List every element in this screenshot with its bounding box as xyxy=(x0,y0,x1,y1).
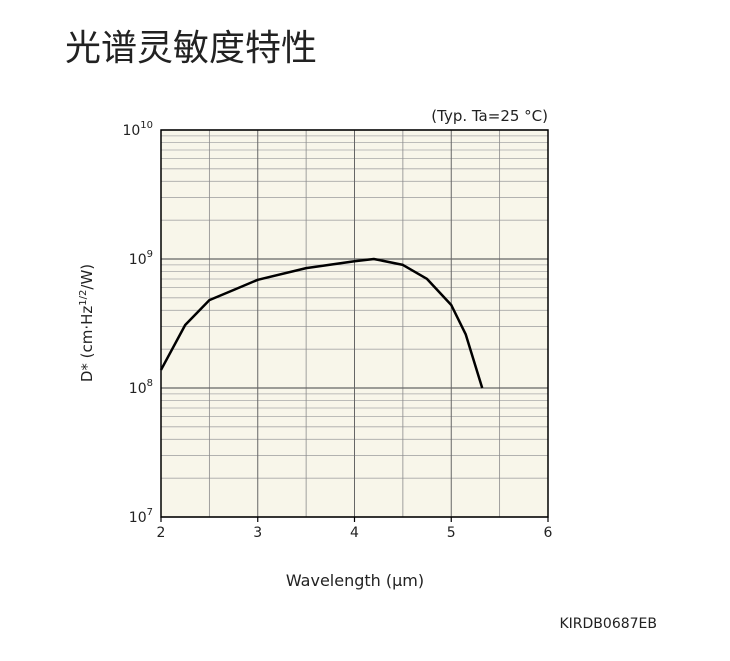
y-axis-label-suffix: /W) xyxy=(78,264,96,290)
y-tick-exponent: 9 xyxy=(147,249,153,260)
y-axis-label-superscript: 1/2 xyxy=(78,290,89,306)
figure-code: KIRDB0687EB xyxy=(559,616,657,632)
y-tick-label: 109 xyxy=(129,249,153,268)
y-tick-label: 107 xyxy=(129,507,153,526)
x-tick-label: 2 xyxy=(157,525,166,541)
y-tick-base: 10 xyxy=(122,123,140,139)
y-tick-base: 10 xyxy=(129,510,147,526)
y-tick-label: 1010 xyxy=(122,120,153,139)
x-axis-label: Wavelength (μm) xyxy=(286,571,424,590)
page-title: 光谱灵敏度特性 xyxy=(65,28,317,69)
x-tick-label: 4 xyxy=(350,525,359,541)
plot-frame xyxy=(160,129,549,518)
y-tick-exponent: 10 xyxy=(140,120,153,131)
y-tick-exponent: 8 xyxy=(147,378,153,389)
data-line xyxy=(159,257,484,389)
y-axis-label-text: D* (cm·Hz xyxy=(78,306,96,383)
annotation: (Typ. Ta=25 °C) xyxy=(431,107,548,125)
y-tick-exponent: 7 xyxy=(147,507,153,518)
y-tick-base: 10 xyxy=(129,381,147,397)
y-axis-label: D* (cm·Hz1/2/W) xyxy=(78,264,96,382)
x-tick-label: 6 xyxy=(544,525,553,541)
y-tick-base: 10 xyxy=(129,252,147,268)
x-tick-label: 5 xyxy=(447,525,456,541)
x-tick-label: 3 xyxy=(253,525,262,541)
y-tick-label: 108 xyxy=(129,378,153,397)
